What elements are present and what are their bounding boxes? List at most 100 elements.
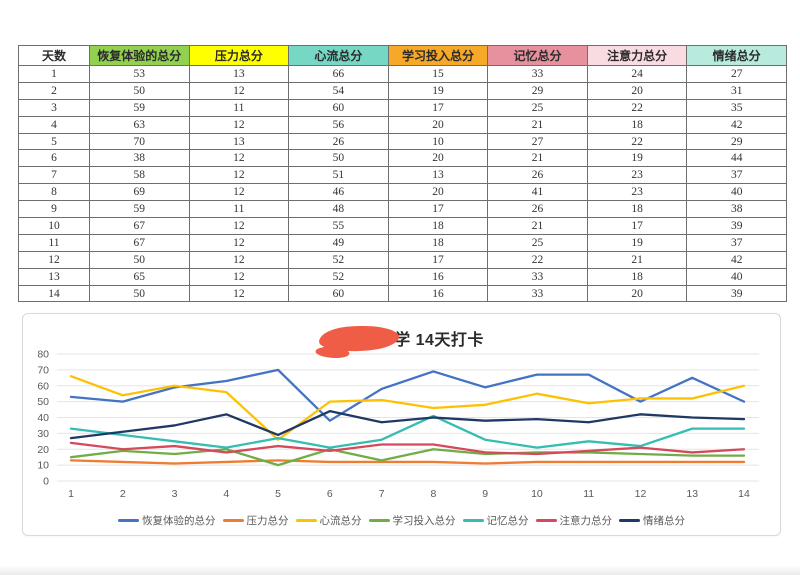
legend-label: 记忆总分 <box>486 514 529 527</box>
table-cell: 4 <box>18 115 90 134</box>
table-cell: 18 <box>586 267 688 286</box>
legend-label: 学习投入总分 <box>392 514 456 527</box>
table-cell: 11 <box>188 98 290 117</box>
table-cell: 40 <box>686 183 787 202</box>
y-tick-label: 50 <box>37 396 49 408</box>
table-cell: 18 <box>387 233 489 252</box>
series-line-2 <box>69 375 746 441</box>
table-cell: 13 <box>188 65 290 83</box>
table-cell: 20 <box>387 149 489 168</box>
legend-item: 压力总分 <box>222 513 289 528</box>
x-tick-label: 1 <box>68 488 74 500</box>
scores-table-wrap: 天数 恢复体验的总分 压力总分 心流总分 学习投入总分 记忆总分 注意力总分 情绪总分 1 53… <box>18 45 787 303</box>
y-tick-label: 40 <box>37 412 49 424</box>
table-row: 11 67 12 49 18 25 19 37 <box>18 233 787 252</box>
table-cell: 11 <box>188 200 290 219</box>
table-cell: 6 <box>18 149 90 168</box>
legend-swatch <box>462 518 484 522</box>
table-cell: 12 <box>18 250 90 269</box>
table-cell: 19 <box>586 149 688 168</box>
table-cell: 44 <box>686 149 787 168</box>
table-cell: 12 <box>188 81 290 100</box>
table-cell: 33 <box>487 267 588 286</box>
x-tick-label: 5 <box>275 488 281 500</box>
table-cell: 70 <box>89 132 190 151</box>
series-line-6 <box>69 410 746 440</box>
table-cell: 46 <box>288 183 389 202</box>
table-cell: 13 <box>188 132 290 151</box>
table-cell: 33 <box>487 65 588 83</box>
y-tick-label: 10 <box>37 460 49 472</box>
table-row: 7 58 12 51 13 26 23 37 <box>18 166 787 185</box>
table-row: 3 59 11 60 17 25 22 35 <box>18 98 787 117</box>
table-row: 14 50 12 60 16 33 20 39 <box>18 284 787 303</box>
table-cell: 55 <box>288 217 389 235</box>
table-cell: 22 <box>586 132 688 151</box>
y-tick-label: 0 <box>43 476 49 488</box>
table-cell: 12 <box>188 183 290 202</box>
chart-title: 学 14天打卡 <box>394 332 484 349</box>
table-cell: 39 <box>686 217 787 235</box>
column-header: 记忆总分 <box>487 45 588 66</box>
table-cell: 38 <box>686 200 787 219</box>
table-cell: 22 <box>487 250 588 269</box>
table-cell: 67 <box>89 233 190 252</box>
legend-swatch <box>535 518 557 522</box>
table-cell: 33 <box>487 284 588 303</box>
x-tick-label: 10 <box>531 488 543 500</box>
table-cell: 48 <box>288 200 389 219</box>
column-header: 注意力总分 <box>586 45 688 66</box>
column-header: 心流总分 <box>288 45 389 66</box>
table-cell: 9 <box>18 200 90 219</box>
table-cell: 15 <box>387 65 489 83</box>
table-cell: 21 <box>487 115 588 134</box>
table-cell: 25 <box>487 98 588 117</box>
column-header: 恢复体验的总分 <box>89 45 190 66</box>
x-tick-label: 8 <box>430 488 436 500</box>
legend-swatch <box>619 518 640 522</box>
table-cell: 18 <box>387 217 489 235</box>
legend-item: 注意力总分 <box>535 513 612 528</box>
legend-label: 恢复体验的总分 <box>142 514 216 527</box>
series-line-0 <box>69 368 746 422</box>
table-cell: 7 <box>18 166 90 185</box>
table-cell: 21 <box>586 250 688 269</box>
table-cell: 29 <box>686 132 787 151</box>
legend-item: 情绪总分 <box>619 513 685 528</box>
table-cell: 21 <box>487 217 588 235</box>
table-cell: 60 <box>288 284 389 303</box>
table-cell: 13 <box>18 267 90 286</box>
table-cell: 50 <box>89 81 190 100</box>
x-tick-label: 4 <box>223 488 229 500</box>
table-cell: 14 <box>18 284 90 303</box>
legend-label: 心流总分 <box>319 514 362 527</box>
table-header-row: 天数 恢复体验的总分 压力总分 心流总分 学习投入总分 记忆总分 注意力总分 情绪总分 <box>18 45 787 66</box>
x-tick-label: 7 <box>379 488 385 500</box>
table-cell: 12 <box>188 149 290 168</box>
table-cell: 42 <box>686 115 787 134</box>
table-cell: 51 <box>288 166 389 185</box>
legend-item: 恢复体验的总分 <box>118 513 216 528</box>
chart-legend: 恢复体验的总分 压力总分 心流总分 学习投入总分 记忆总分 注意力总分 情绪总分 <box>23 511 780 529</box>
table-cell: 12 <box>188 284 290 303</box>
table-cell: 10 <box>18 217 90 235</box>
x-tick-label: 14 <box>738 488 750 500</box>
legend-label: 情绪总分 <box>643 514 685 527</box>
column-header: 情绪总分 <box>686 45 787 66</box>
column-header: 学习投入总分 <box>387 45 489 66</box>
chart-panel: 学 14天打卡 0 10 20 30 40 50 60 70 80 1 2 3 4 5 6 7 8 9 10 11 12… <box>22 313 781 536</box>
legend-item: 记忆总分 <box>462 513 529 528</box>
table-cell: 17 <box>387 250 489 269</box>
x-tick-label: 3 <box>172 488 178 500</box>
table-cell: 58 <box>89 166 190 185</box>
table-row: 2 50 12 54 19 29 20 31 <box>18 81 787 100</box>
y-tick-label: 80 <box>37 349 49 361</box>
table-cell: 20 <box>387 115 489 134</box>
table-cell: 67 <box>89 217 190 235</box>
table-cell: 12 <box>188 166 290 185</box>
legend-swatch <box>222 518 244 522</box>
table-cell: 31 <box>686 81 787 100</box>
table-cell: 3 <box>18 98 90 117</box>
x-tick-label: 11 <box>583 488 594 500</box>
